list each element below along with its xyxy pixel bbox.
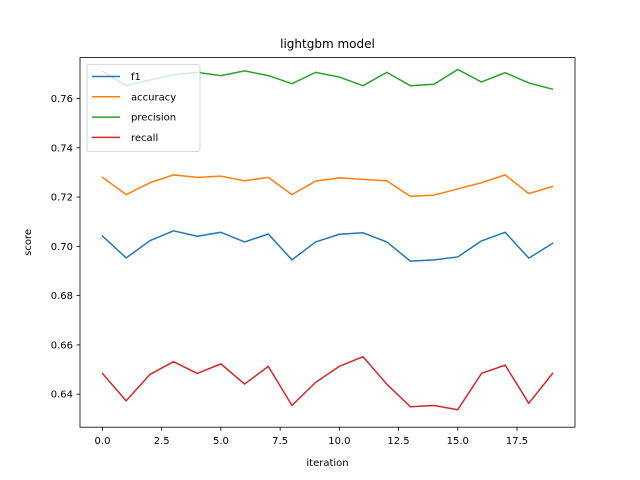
series-line-accuracy — [101, 174, 554, 198]
y-axis-label: score — [23, 229, 34, 256]
y-axis: 0.64 0.66 0.68 0.70 0.72 0.74 0.76 — [51, 94, 80, 401]
legend-label-precision: precision — [131, 113, 176, 124]
legend-label-accuracy: accuracy — [131, 92, 176, 103]
legend-label-f1: f1 — [131, 72, 141, 83]
legend-box — [86, 64, 201, 152]
legend-label-recall: recall — [131, 133, 158, 144]
series-line-recall — [101, 355, 554, 411]
legend: f1 accuracy precision recall — [86, 64, 201, 152]
x-tick-label: 15.0 — [447, 436, 469, 447]
x-tick-label: 12.5 — [387, 436, 409, 447]
plot-frame — [79, 57, 576, 428]
x-tick-label: 10.0 — [328, 436, 350, 447]
x-tick-label: 5.0 — [213, 436, 229, 447]
x-axis-label: iteration — [306, 458, 348, 469]
x-tick-label: 17.5 — [506, 436, 528, 447]
y-tick-label: 0.76 — [51, 94, 73, 105]
y-tick-label: 0.74 — [51, 143, 73, 154]
y-tick-label: 0.72 — [51, 193, 73, 204]
x-tick-label: 7.5 — [272, 436, 288, 447]
x-tick-label: 0.0 — [95, 436, 111, 447]
series-line-f1 — [101, 230, 554, 262]
y-tick-label: 0.70 — [51, 242, 73, 253]
y-tick-label: 0.64 — [51, 390, 73, 401]
chart-title: lightgbm model — [280, 37, 375, 51]
x-axis: 0.0 2.5 5.0 7.5 10.0 12.5 15.0 17.5 — [95, 427, 528, 447]
y-tick-label: 0.68 — [51, 291, 73, 302]
x-tick-label: 2.5 — [154, 436, 170, 447]
y-tick-label: 0.66 — [51, 340, 73, 351]
